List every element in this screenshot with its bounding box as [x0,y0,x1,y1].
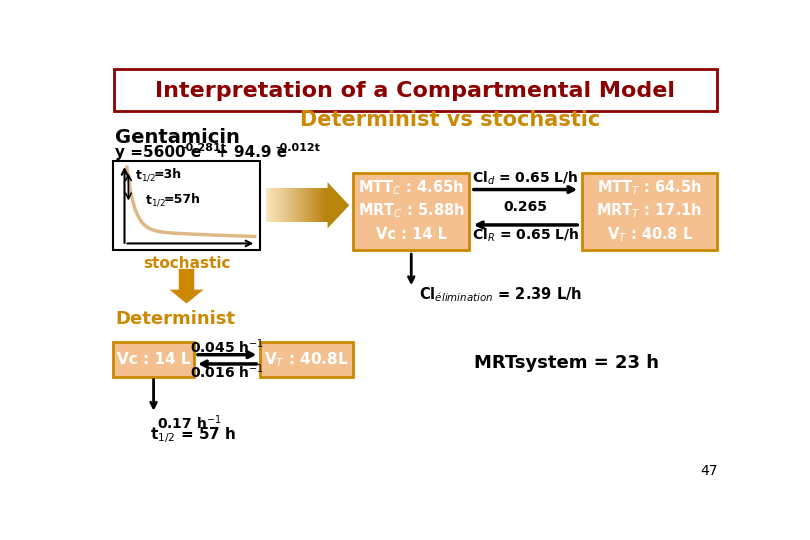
Text: t$_{1/2}$ = 57 h: t$_{1/2}$ = 57 h [150,425,236,445]
Polygon shape [282,188,283,222]
FancyBboxPatch shape [113,342,194,377]
Polygon shape [290,188,291,222]
Polygon shape [311,188,312,222]
Text: Determinist vs stochastic: Determinist vs stochastic [300,110,600,130]
Polygon shape [268,188,270,222]
Polygon shape [287,188,288,222]
Polygon shape [275,188,276,222]
FancyBboxPatch shape [582,173,718,249]
Text: Gentamicin: Gentamicin [115,129,240,147]
Text: MRTsystem = 23 h: MRTsystem = 23 h [474,354,659,372]
Polygon shape [322,188,323,222]
Polygon shape [266,188,267,222]
Polygon shape [327,182,349,228]
Text: 0.17 h$^{-1}$: 0.17 h$^{-1}$ [157,414,222,432]
Polygon shape [289,188,290,222]
Polygon shape [272,188,274,222]
FancyBboxPatch shape [353,173,469,249]
Text: Vc : 14 L: Vc : 14 L [117,352,190,367]
Polygon shape [313,188,314,222]
Text: V$_T$ : 40.8L: V$_T$ : 40.8L [265,350,349,369]
Polygon shape [284,188,286,222]
Text: MTT$_C$ : 4.65h: MTT$_C$ : 4.65h [358,179,464,197]
Polygon shape [291,188,292,222]
Polygon shape [295,188,296,222]
Polygon shape [169,269,203,303]
Polygon shape [323,188,325,222]
Text: Cl$_{élimination}$ = 2.39 L/h: Cl$_{élimination}$ = 2.39 L/h [419,285,582,303]
Polygon shape [300,188,301,222]
Text: Interpretation of a Compartmental Model: Interpretation of a Compartmental Model [156,81,675,101]
Text: Vc : 14 L: Vc : 14 L [376,227,447,242]
Text: -0.281t: -0.281t [181,143,226,153]
Polygon shape [303,188,304,222]
FancyBboxPatch shape [260,342,353,377]
Polygon shape [315,188,317,222]
Polygon shape [305,188,306,222]
Polygon shape [325,188,326,222]
Text: V$_T$ : 40.8 L: V$_T$ : 40.8 L [607,225,693,244]
Polygon shape [296,188,297,222]
Polygon shape [288,188,289,222]
Polygon shape [308,188,309,222]
Polygon shape [312,188,313,222]
Polygon shape [306,188,307,222]
Text: 0.016 h$^{-1}$: 0.016 h$^{-1}$ [190,362,264,381]
Text: Cl$_R$ = 0.65 L/h: Cl$_R$ = 0.65 L/h [472,227,579,245]
Polygon shape [298,188,299,222]
Polygon shape [286,188,287,222]
Text: 0.045 h$^{-1}$: 0.045 h$^{-1}$ [190,338,264,356]
Text: + 94.9 e: + 94.9 e [216,145,287,160]
Text: -0.012t: -0.012t [275,143,321,153]
Polygon shape [297,188,298,222]
Polygon shape [309,188,310,222]
Text: t$_{1/2}$: t$_{1/2}$ [146,193,166,208]
Polygon shape [326,188,327,222]
Text: MTT$_T$ : 64.5h: MTT$_T$ : 64.5h [597,179,702,197]
Text: t$_{1/2}$: t$_{1/2}$ [134,168,156,183]
Text: Cl$_d$ = 0.65 L/h: Cl$_d$ = 0.65 L/h [472,170,579,187]
Polygon shape [299,188,300,222]
Polygon shape [292,188,293,222]
Polygon shape [278,188,279,222]
Polygon shape [280,188,282,222]
Polygon shape [271,188,272,222]
Polygon shape [317,188,318,222]
FancyBboxPatch shape [113,70,717,111]
Polygon shape [293,188,294,222]
Text: stochastic: stochastic [143,256,230,271]
Polygon shape [307,188,308,222]
Polygon shape [294,188,295,222]
Text: 47: 47 [700,464,718,478]
Text: y =5600 e: y =5600 e [115,145,202,160]
Text: 0.265: 0.265 [504,200,548,214]
Polygon shape [321,188,322,222]
Text: MRT$_C$ : 5.88h: MRT$_C$ : 5.88h [358,202,465,220]
Polygon shape [302,188,303,222]
Text: =57h: =57h [164,193,201,206]
Polygon shape [276,188,278,222]
Polygon shape [301,188,302,222]
Polygon shape [318,188,319,222]
Polygon shape [279,188,280,222]
Text: =3h: =3h [153,168,181,181]
FancyBboxPatch shape [113,161,260,249]
Polygon shape [310,188,311,222]
Text: Determinist: Determinist [115,310,235,328]
Polygon shape [319,188,321,222]
Polygon shape [283,188,284,222]
Polygon shape [304,188,305,222]
Text: MRT$_T$ : 17.1h: MRT$_T$ : 17.1h [596,202,702,220]
Polygon shape [267,188,268,222]
Polygon shape [314,188,315,222]
Polygon shape [270,188,271,222]
Polygon shape [274,188,275,222]
